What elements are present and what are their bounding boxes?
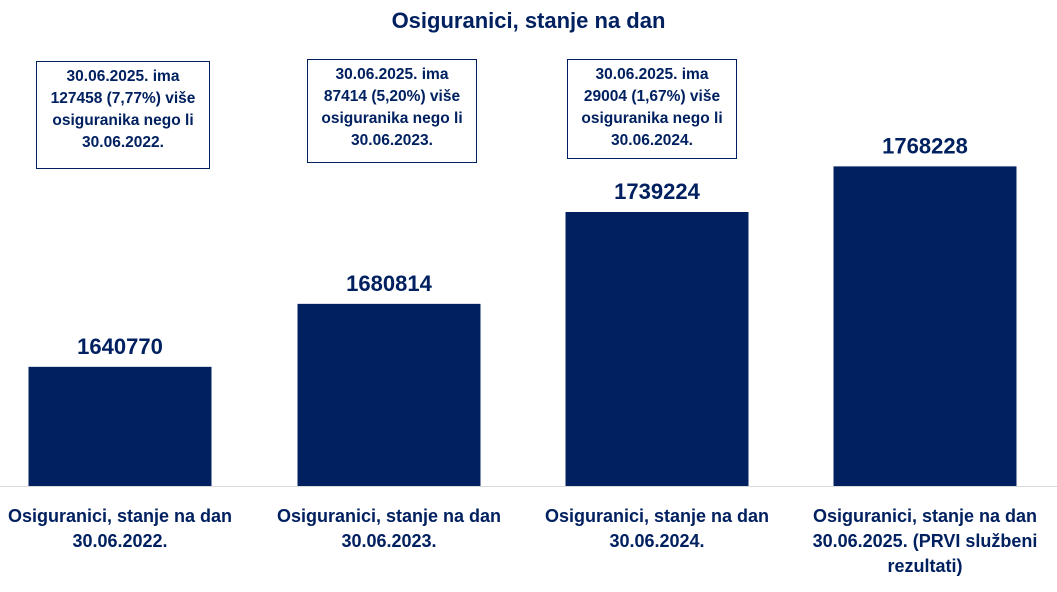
annotation-line: osiguranika nego li [581,110,723,127]
annotation-line: osiguranika nego li [321,110,463,127]
category-label-2023: Osiguranici, stanje na dan 30.06.2023. [264,504,514,554]
bar-value-label: 1680814 [346,271,432,296]
category-label-line: Osiguranici, stanje na dan [7,506,233,526]
category-label-line: Osiguranici, stanje na dan [544,506,770,526]
bar-value-label: 1768228 [882,133,968,158]
annotation-line: 127458 (7,77%) više [50,90,196,107]
category-label-line: 30.06.2024. [609,531,705,551]
bar-value-label: 1640770 [77,334,163,359]
annotation-line: 30.06.2025. ima [335,66,449,83]
annotation-line: 29004 (1,67%) više [583,88,721,105]
bar [565,211,749,486]
bar [297,303,481,486]
category-label-line: Osiguranici, stanje na dan [812,506,1038,526]
chart-title: Osiguranici, stanje na dan [391,8,666,33]
annotation-line: 30.06.2023. [351,132,433,149]
annotation-box-2022: 30.06.2025. ima 127458 (7,77%) više osig… [36,61,210,169]
annotation-line: 30.06.2025. ima [595,66,709,83]
category-label-2025: Osiguranici, stanje na dan 30.06.2025. (… [800,504,1050,579]
bar-value-label: 1739224 [614,179,700,204]
category-label-2022: Osiguranici, stanje na dan 30.06.2022. [0,504,245,554]
annotation-line: osiguranika nego li [52,112,194,129]
category-label-line: 30.06.2022. [72,531,168,551]
category-label-line: Osiguranici, stanje na dan [276,506,502,526]
annotation-line: 30.06.2022. [82,134,164,151]
category-label-2024: Osiguranici, stanje na dan 30.06.2024. [532,504,782,554]
category-label-line: rezultati) [887,556,963,576]
annotation-line: 30.06.2024. [611,132,693,149]
bar [28,366,212,486]
category-label-line: 30.06.2023. [341,531,437,551]
annotation-line: 30.06.2025. ima [66,68,180,85]
bar [833,166,1017,486]
annotation-box-2023: 30.06.2025. ima 87414 (5,20%) više osigu… [307,59,477,163]
annotation-line: 87414 (5,20%) više [323,88,461,105]
annotation-box-2024: 30.06.2025. ima 29004 (1,67%) više osigu… [567,59,737,159]
category-label-line: 30.06.2025. (PRVI službeni [812,531,1038,551]
